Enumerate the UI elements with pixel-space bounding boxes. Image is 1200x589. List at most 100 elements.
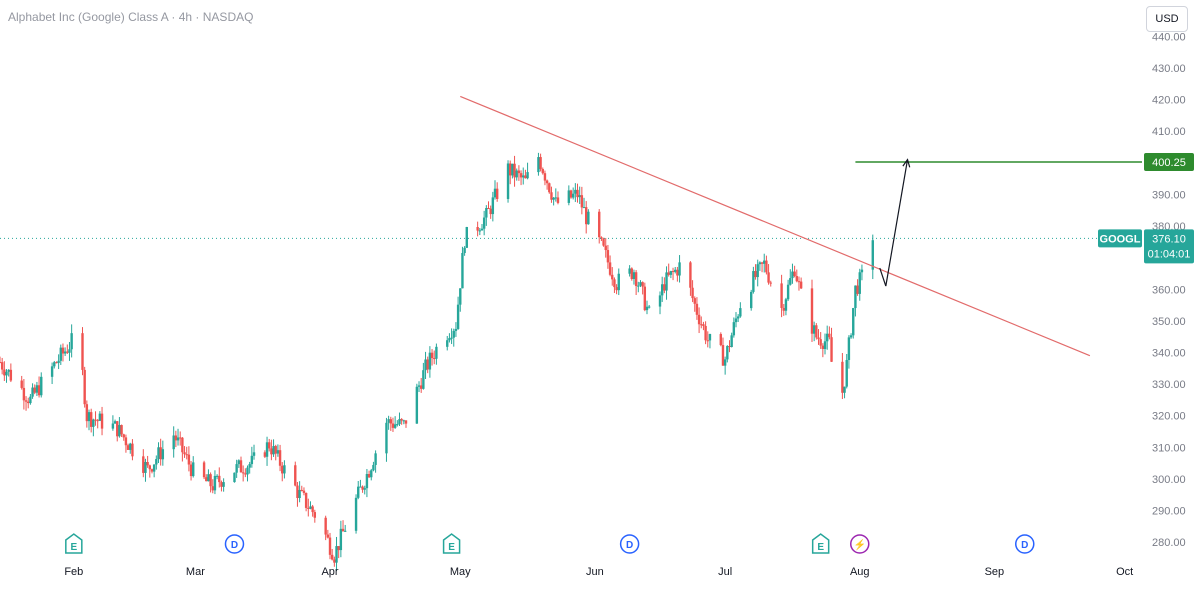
candle-body — [511, 163, 514, 176]
candle-body — [519, 173, 523, 178]
candle-body — [643, 286, 647, 311]
candle-body — [641, 282, 644, 287]
candle-body — [600, 237, 603, 240]
candle-body — [85, 404, 89, 422]
candle-body — [402, 420, 406, 422]
candle-body — [241, 472, 245, 474]
candle-body — [843, 386, 846, 393]
candle-body — [187, 454, 191, 465]
arrow-head — [902, 158, 911, 168]
target-price-tag — [1144, 153, 1194, 171]
candle-body — [702, 324, 705, 326]
candle-body — [326, 534, 330, 538]
candle-body — [172, 435, 175, 450]
candle-body — [517, 170, 521, 174]
candle-body — [155, 459, 158, 465]
candle-body — [522, 175, 525, 178]
candle-body — [825, 333, 829, 342]
candle-body — [667, 272, 670, 275]
earnings-icon — [811, 533, 830, 554]
candle-body — [706, 340, 709, 342]
candle-body — [841, 361, 844, 393]
x-tick-label: Apr — [321, 566, 338, 578]
candle-body — [246, 467, 249, 475]
dividend-icon — [619, 534, 640, 554]
candle-body — [29, 396, 32, 404]
candle-body — [823, 341, 827, 349]
candle-body — [615, 287, 618, 291]
candle-body — [419, 385, 423, 389]
candle-body — [244, 473, 247, 475]
candle-body — [613, 279, 616, 288]
candle-body — [730, 335, 733, 347]
candle-body — [719, 334, 723, 346]
candle-body — [691, 287, 694, 299]
candle-body — [587, 211, 590, 225]
candle-body — [658, 295, 662, 307]
candle-body — [159, 447, 162, 460]
candle-body — [235, 464, 238, 473]
y-tick-label: 340.00 — [1152, 347, 1186, 359]
candle-body — [849, 335, 853, 338]
candle-body — [111, 423, 115, 429]
candle-body — [174, 435, 178, 441]
currency-button[interactable]: USD — [1146, 6, 1188, 32]
candle-body — [830, 337, 833, 362]
y-tick-label: 330.00 — [1152, 379, 1186, 391]
x-tick-label: Feb — [64, 566, 83, 578]
candle-body — [480, 228, 484, 231]
y-tick-label: 440.00 — [1152, 31, 1186, 43]
candle-body — [756, 264, 759, 278]
candle-body — [567, 190, 571, 203]
y-tick-label: 310.00 — [1152, 442, 1186, 454]
candle-body — [307, 507, 310, 509]
candle-body — [663, 284, 666, 291]
candle-body — [404, 420, 408, 424]
candle-body — [237, 460, 241, 465]
candle-body — [721, 345, 725, 366]
candle-body — [298, 489, 301, 499]
trendline — [460, 95, 1091, 357]
candle-body — [120, 425, 123, 435]
candle-body — [726, 346, 729, 360]
candle-body — [700, 324, 703, 326]
candle-body — [272, 446, 275, 455]
candle-body — [854, 285, 857, 309]
candle-body — [584, 207, 588, 225]
x-tick-label: Mar — [186, 566, 205, 578]
candle-body — [495, 188, 499, 199]
candle-body — [611, 274, 614, 280]
candle-body — [31, 387, 34, 397]
candle-body — [207, 474, 210, 482]
candle-body — [113, 421, 117, 424]
candle-body — [0, 361, 2, 363]
last-price-tag — [1144, 229, 1194, 264]
candle-body — [263, 452, 267, 457]
candle-body — [96, 420, 99, 422]
candle-body — [606, 250, 610, 263]
candle-body — [157, 447, 160, 460]
candle-body — [669, 270, 673, 275]
candle-body — [205, 477, 208, 482]
candle-body — [506, 163, 510, 199]
candle-body — [812, 325, 816, 334]
candle-body — [489, 208, 492, 215]
candle-body — [448, 338, 451, 341]
candle-body — [181, 437, 184, 453]
y-tick-label: 350.00 — [1152, 316, 1186, 328]
y-tick-label: 320.00 — [1152, 411, 1186, 423]
candle-body — [92, 419, 95, 427]
candle-body — [871, 240, 874, 270]
candle-body — [222, 482, 225, 487]
candle-body — [276, 450, 280, 454]
candle-body — [40, 376, 43, 396]
candle-body — [309, 506, 312, 509]
candle-body — [645, 306, 649, 311]
earnings-icon — [442, 533, 461, 554]
earnings-label: E — [70, 542, 77, 553]
candle-body — [61, 347, 65, 354]
candle-body — [215, 475, 219, 477]
candle-body — [674, 269, 677, 272]
